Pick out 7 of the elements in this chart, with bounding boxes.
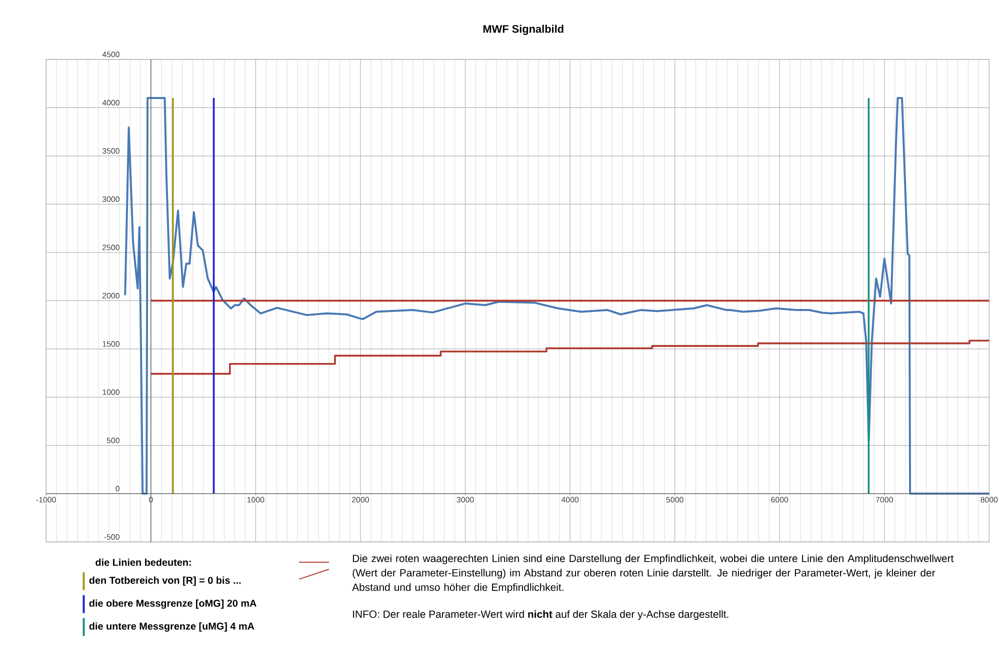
text: die Linien bedeuten:: [96, 558, 191, 566]
text: INFO: Der reale Parameter-Wert wird nicht auf der Skala der y-Achse dargestellt.: [353, 610, 728, 620]
chart-title: MWF Signalbild: [483, 24, 564, 36]
legend-label: die obere Messgrenze [oMG] 20 mA: [89, 599, 256, 609]
legend-label: die untere Messgrenze [uMG] 4 mA: [89, 622, 254, 632]
legend-label: den Totbereich von [R] = 0 bis ...: [89, 576, 241, 586]
text: Die zwei roten waagerechten Linien sind eine Darstellung der Empfindlichkeit, wobei die untere Linie den Amplitudenschwellwert (Wert der Parameter-Einstellung) im Abstand zur oberen roten Linie darstellt. Je niedriger der Parameter-Wert, je kleiner der Abstand und umso höher die Empfindlichkeit.: [352, 554, 954, 594]
